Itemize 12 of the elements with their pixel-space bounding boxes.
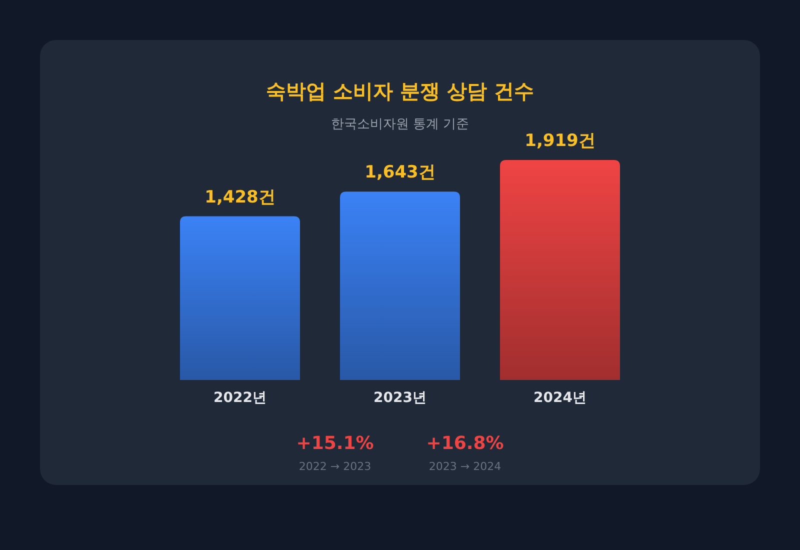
data-label: 1,919건 [524,131,596,151]
x-tick-label: 2024년 [534,390,586,406]
x-tick-label: 2023년 [374,390,426,406]
text: 2023 → 2024 [428,460,502,473]
text: +15.1% [296,433,374,454]
chart-title: 숙박업 소비자 분쟁 상담 건수 [266,79,534,103]
chart-subtitle: 한국소비자원 통계 기준 [330,117,470,132]
text: 2022 → 2023 [298,460,372,473]
data-label: 1,643건 [364,162,436,183]
data-label: 1,428건 [204,187,276,208]
text: +16.8% [426,433,504,454]
x-tick-label: 2022년 [214,390,266,406]
